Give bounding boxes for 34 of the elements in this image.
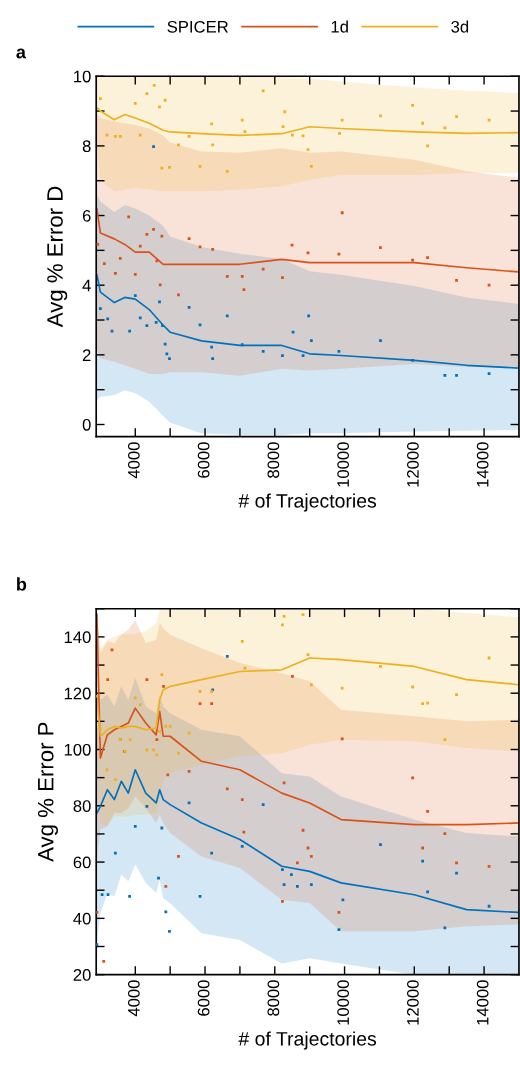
x-tick-label: 14000 bbox=[476, 980, 489, 1025]
y-tick-label: 60 bbox=[73, 856, 91, 869]
y-tick-label: 8 bbox=[82, 140, 91, 153]
y-tick-label: 80 bbox=[73, 800, 91, 812]
x-tick-label: 10000 bbox=[337, 980, 350, 1025]
x-tick-label: 12000 bbox=[406, 980, 419, 1025]
y-tick-label: 20 bbox=[73, 969, 91, 981]
y-tick-label: 100 bbox=[64, 743, 91, 756]
text: b bbox=[17, 577, 27, 591]
x-tick-label: 6000 bbox=[197, 442, 210, 478]
legend-label: 1d bbox=[331, 20, 348, 33]
x-tick-label: 8000 bbox=[267, 980, 280, 1016]
y-tick-label: 6 bbox=[82, 209, 91, 222]
legend-label: 3d bbox=[451, 20, 469, 33]
x-tick-label: 14000 bbox=[476, 442, 489, 487]
x-tick-label: 4000 bbox=[127, 442, 140, 479]
y-axis-title: Avg % Error D bbox=[47, 186, 68, 328]
y-tick-label: 2 bbox=[82, 349, 91, 361]
x-axis-title: # of Trajectories bbox=[238, 1031, 377, 1050]
y-tick-label: 140 bbox=[64, 631, 91, 644]
y-tick-label: 4 bbox=[82, 279, 91, 292]
y-tick-label: 40 bbox=[73, 912, 91, 925]
y-tick-label: 0 bbox=[82, 418, 91, 431]
x-tick-label: 8000 bbox=[267, 442, 280, 478]
x-axis-title: # of Trajectories bbox=[238, 493, 377, 512]
y-tick-label: 10 bbox=[74, 70, 91, 83]
legend-label: SPICER bbox=[167, 20, 228, 33]
y-axis-title: Avg % Error P bbox=[37, 722, 58, 862]
y-tick-label: 120 bbox=[64, 687, 91, 700]
x-tick-label: 6000 bbox=[197, 980, 210, 1016]
x-tick-label: 4000 bbox=[127, 980, 140, 1017]
x-tick-label: 12000 bbox=[406, 442, 419, 487]
x-tick-label: 10000 bbox=[337, 442, 350, 487]
text: a bbox=[16, 48, 27, 59]
